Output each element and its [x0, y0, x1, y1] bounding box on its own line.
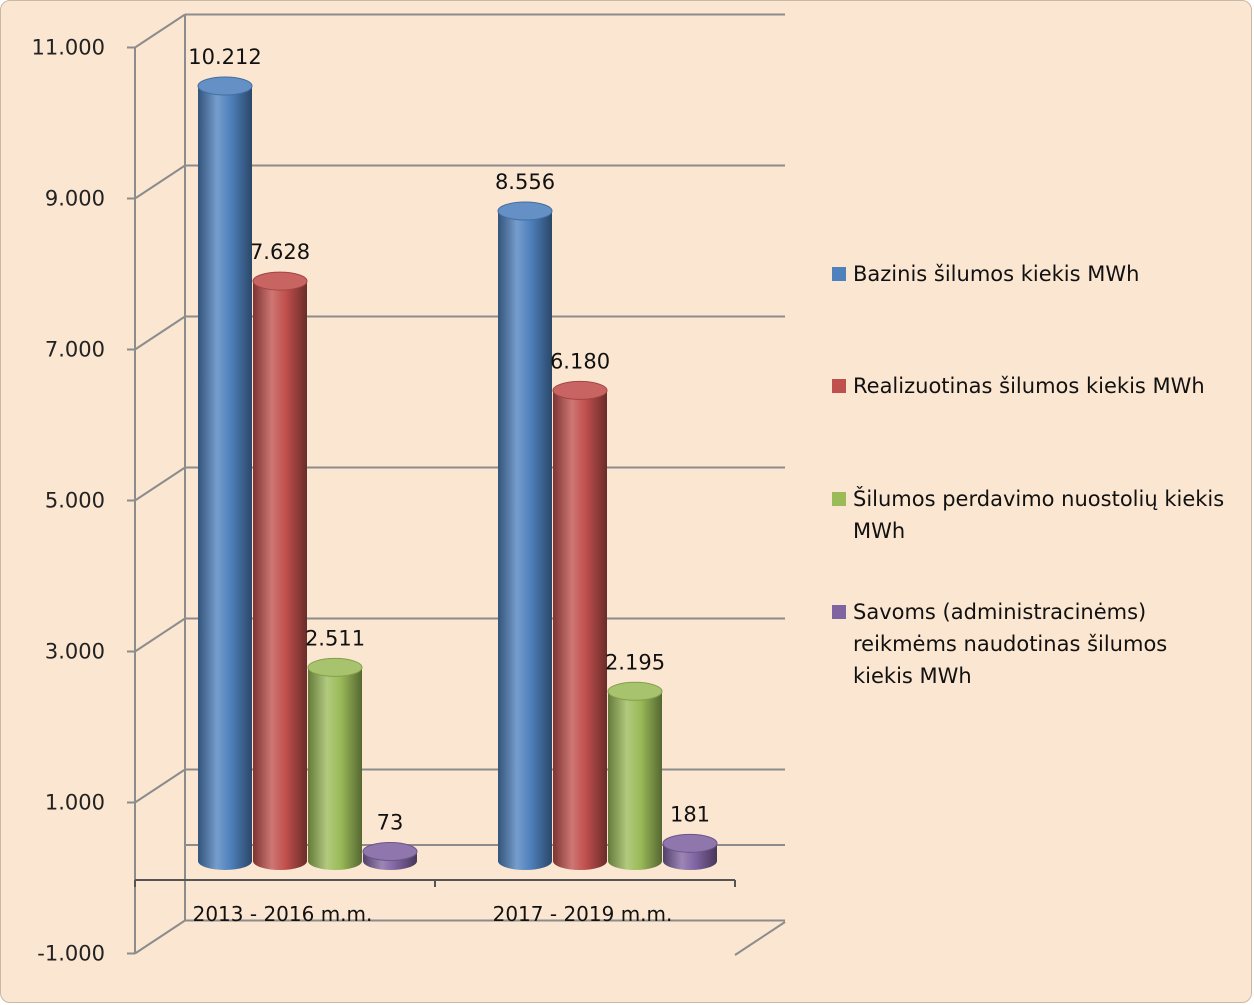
data-label: 7.628: [250, 240, 310, 264]
gridline: [134, 164, 785, 200]
bar: [307, 657, 363, 870]
data-label: 6.180: [550, 349, 610, 373]
data-label: 181: [670, 802, 710, 826]
data-label: 73: [377, 810, 404, 834]
bar: [497, 201, 553, 871]
bar: [607, 681, 663, 870]
y-tick-label: -1.000: [37, 942, 105, 966]
y-tick-label: 11.000: [32, 36, 105, 60]
gridline: [134, 919, 785, 955]
legend-entry: Savoms (administracinėms): [853, 600, 1146, 624]
legend-entry: Bazinis šilumos kiekis MWh: [853, 262, 1139, 286]
y-tick-label: 1.000: [45, 791, 105, 815]
legend-entry: MWh: [853, 519, 905, 543]
data-label: 10.212: [188, 45, 261, 69]
category-label: 2013 - 2016 m.m.: [193, 902, 373, 926]
legend-swatch: [832, 379, 846, 393]
y-tick-label: 3.000: [45, 640, 105, 664]
bar: [197, 76, 253, 870]
legend-swatch: [832, 605, 846, 619]
legend-swatch: [832, 492, 846, 506]
bar: [252, 271, 308, 870]
legend-entry: Realizuotinas šilumos kiekis MWh: [853, 374, 1205, 398]
data-label: 8.556: [495, 170, 555, 194]
floor-right-edge: [734, 921, 786, 956]
legend-entry: Šilumos perdavimo nuostolių kiekis: [853, 486, 1224, 511]
data-label: 2.195: [605, 650, 665, 674]
legend-swatch: [832, 267, 846, 281]
bar: [362, 841, 418, 870]
bar: [662, 833, 718, 870]
data-label: 2.511: [305, 626, 365, 650]
y-tick-label: 5.000: [45, 489, 105, 513]
y-tick-label: 9.000: [45, 187, 105, 211]
bar: [552, 380, 608, 870]
legend-entry: reikmėms naudotinas šilumos: [853, 632, 1167, 656]
gridline: [134, 13, 785, 49]
y-tick-label: 7.000: [45, 338, 105, 362]
legend-entry: kiekis MWh: [853, 664, 972, 688]
category-label: 2017 - 2019 m.m.: [493, 902, 673, 926]
